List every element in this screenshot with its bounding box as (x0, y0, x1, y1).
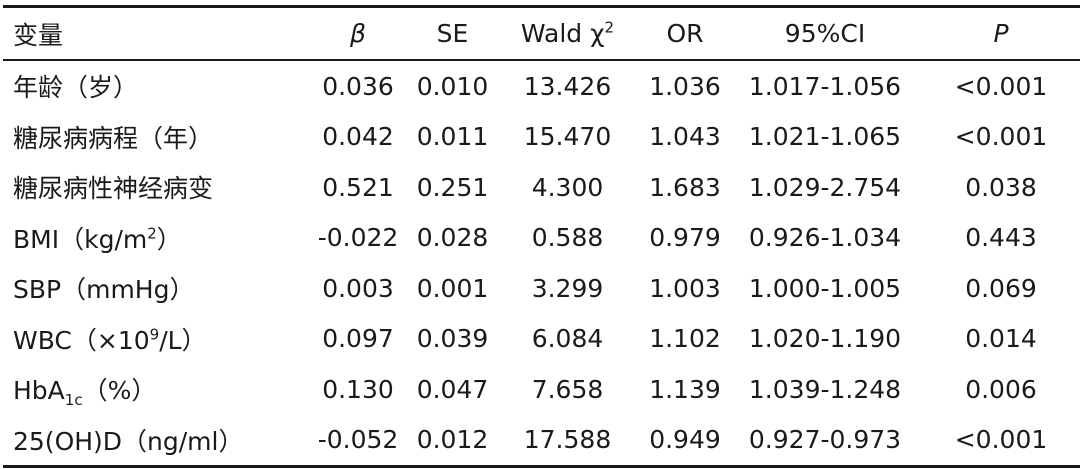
row-label-text: WBC（×10 (13, 325, 150, 355)
row-se: 0.028 (416, 223, 489, 253)
row-ci: 1.029-2.754 (748, 172, 902, 202)
header-beta: β (350, 19, 366, 48)
logistic-regression-table: 变量 β SE Wald χ2 OR 95%CI P 年龄（岁） 0.036 0… (3, 5, 1080, 468)
row-p: 0.014 (965, 324, 1037, 354)
row-label-text: HbA (13, 376, 65, 406)
row-wald: 13.426 (523, 71, 612, 101)
header-wald-text: Wald χ (520, 19, 605, 48)
row-label: WBC（×109/L） (3, 314, 311, 365)
table-row: 糖尿病病程（年） 0.042 0.011 15.470 1.043 1.021-… (3, 112, 1080, 163)
row-se: 0.039 (416, 324, 489, 354)
row-beta: -0.052 (317, 425, 399, 455)
row-or: 1.139 (649, 374, 721, 404)
row-or: 0.979 (649, 223, 721, 253)
row-se: 0.047 (416, 374, 489, 404)
table-row: BMI（kg/m2） -0.022 0.028 0.588 0.979 0.92… (3, 213, 1080, 264)
row-p: <0.001 (954, 425, 1048, 455)
row-label-sup: 2 (147, 224, 157, 243)
row-ci: 0.926-1.034 (748, 223, 902, 253)
row-label-sub: 1c (64, 391, 83, 410)
row-beta: 0.130 (322, 374, 394, 404)
header-se: SE (436, 19, 469, 48)
row-beta: 0.036 (322, 71, 394, 101)
row-label: 年龄（岁） (13, 73, 139, 103)
row-wald: 6.084 (531, 324, 604, 354)
row-beta: -0.022 (317, 223, 399, 253)
row-beta: 0.097 (322, 324, 394, 354)
row-p: 0.038 (965, 172, 1037, 202)
row-label-text: BMI（kg/m (13, 224, 148, 254)
row-se: 0.012 (416, 425, 489, 455)
header-variable: 变量 (13, 20, 64, 50)
row-ci: 1.039-1.248 (748, 374, 902, 404)
row-label-tail: ） (156, 224, 182, 254)
row-se: 0.010 (416, 71, 489, 101)
header-or: OR (666, 19, 704, 48)
row-label: BMI（kg/m2） (3, 213, 311, 264)
table-row: HbA1c（%） 0.130 0.047 7.658 1.139 1.039-1… (3, 364, 1080, 415)
row-wald: 3.299 (531, 273, 604, 303)
row-wald: 17.588 (523, 425, 612, 455)
header-ci: 95%CI (784, 19, 866, 48)
table-header: 变量 β SE Wald χ2 OR 95%CI P (3, 6, 1080, 61)
table-row: 年龄（岁） 0.036 0.010 13.426 1.036 1.017-1.0… (3, 60, 1080, 112)
row-label-tail: （%） (82, 376, 157, 406)
table-row: SBP（mmHg） 0.003 0.001 3.299 1.003 1.000-… (3, 263, 1080, 314)
row-beta: 0.042 (322, 122, 394, 152)
table-row: 糖尿病性神经病变 0.521 0.251 4.300 1.683 1.029-2… (3, 162, 1080, 213)
header-wald-sup: 2 (604, 18, 615, 37)
row-ci: 1.000-1.005 (748, 273, 902, 303)
table-row: 25(OH)D（ng/ml） -0.052 0.012 17.588 0.949… (3, 415, 1080, 467)
row-or: 1.102 (649, 324, 721, 354)
row-label: 糖尿病性神经病变 (13, 174, 214, 204)
header-p: P (993, 19, 1009, 48)
row-beta: 0.521 (322, 172, 394, 202)
row-or: 0.949 (649, 425, 721, 455)
row-wald: 7.658 (531, 374, 604, 404)
row-label: SBP（mmHg） (13, 275, 195, 305)
row-p: 0.006 (965, 374, 1037, 404)
row-ci: 1.020-1.190 (748, 324, 902, 354)
row-or: 1.683 (649, 172, 721, 202)
row-label: 25(OH)D（ng/ml） (13, 426, 244, 456)
row-label: HbA1c（%） (3, 364, 311, 415)
table-row: WBC（×109/L） 0.097 0.039 6.084 1.102 1.02… (3, 314, 1080, 365)
row-ci: 1.017-1.056 (748, 71, 902, 101)
row-wald: 15.470 (523, 122, 612, 152)
header-row: 变量 β SE Wald χ2 OR 95%CI P (3, 6, 1080, 61)
row-beta: 0.003 (322, 273, 394, 303)
row-wald: 0.588 (531, 223, 604, 253)
row-p: 0.443 (965, 223, 1037, 253)
row-label-tail: /L） (159, 325, 207, 355)
table-body: 年龄（岁） 0.036 0.010 13.426 1.036 1.017-1.0… (3, 60, 1080, 467)
row-or: 1.003 (649, 273, 721, 303)
row-or: 1.043 (649, 122, 721, 152)
row-p: <0.001 (954, 122, 1048, 152)
row-p: 0.069 (965, 273, 1037, 303)
row-se: 0.251 (416, 172, 489, 202)
row-label-sup: 9 (149, 325, 160, 344)
row-label: 糖尿病病程（年） (13, 123, 214, 153)
row-se: 0.001 (416, 273, 489, 303)
row-or: 1.036 (649, 71, 721, 101)
row-p: <0.001 (954, 71, 1048, 101)
regression-table-container: 变量 β SE Wald χ2 OR 95%CI P 年龄（岁） 0.036 0… (3, 5, 1080, 468)
row-wald: 4.300 (531, 172, 604, 202)
row-ci: 0.927-0.973 (748, 425, 902, 455)
row-ci: 1.021-1.065 (748, 122, 902, 152)
header-wald: Wald χ2 (500, 7, 635, 61)
row-se: 0.011 (416, 122, 489, 152)
